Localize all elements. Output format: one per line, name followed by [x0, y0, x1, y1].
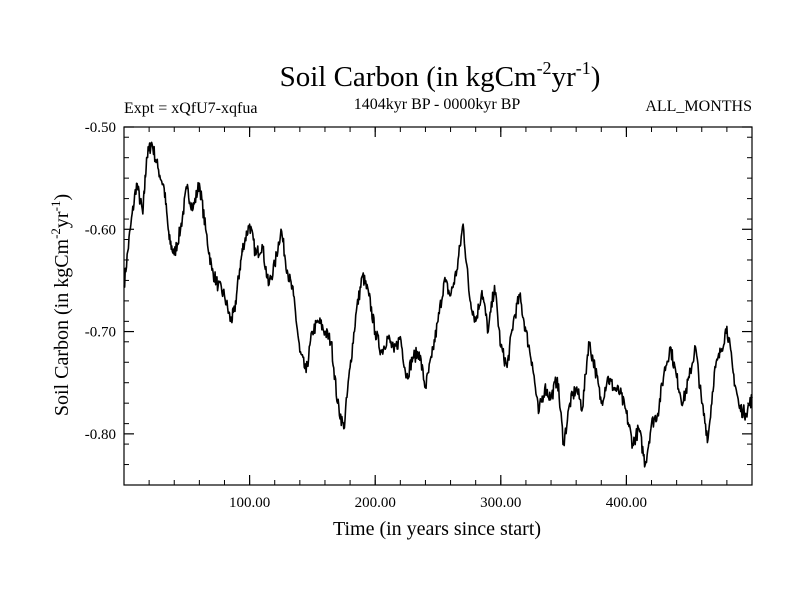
y-tick-label: -0.70	[85, 325, 116, 341]
y-tick-label: -0.60	[85, 222, 116, 238]
minor-ticks	[123, 127, 753, 486]
x-tick-label: 100.00	[229, 495, 270, 511]
time-range-label: 1404kyr BP - 0000kyr BP	[354, 96, 521, 113]
months-label: ALL_MONTHS	[645, 98, 752, 115]
experiment-label: Expt = xQfU7-xqfua	[124, 100, 257, 117]
x-axis-ticks: 100.00 200.00 300.00 400.00	[229, 127, 647, 511]
y-tick-label: -0.50	[85, 120, 116, 136]
series-line-soil-carbon	[123, 141, 753, 468]
y-axis-ticks: -0.50 -0.60 -0.70 -0.80	[85, 120, 752, 443]
plot-area	[123, 126, 753, 486]
x-tick-label: 200.00	[355, 495, 396, 511]
y-axis-label: Soil Carbon (in kgCm-2yr-1)	[48, 194, 73, 416]
x-tick-label: 300.00	[480, 495, 521, 511]
y-tick-label: -0.80	[85, 427, 116, 443]
x-axis-label: Time (in years since start)	[333, 518, 541, 540]
chart-title: Soil Carbon (in kgCm-2yr-1)	[280, 58, 601, 93]
x-tick-label: 400.00	[606, 495, 647, 511]
